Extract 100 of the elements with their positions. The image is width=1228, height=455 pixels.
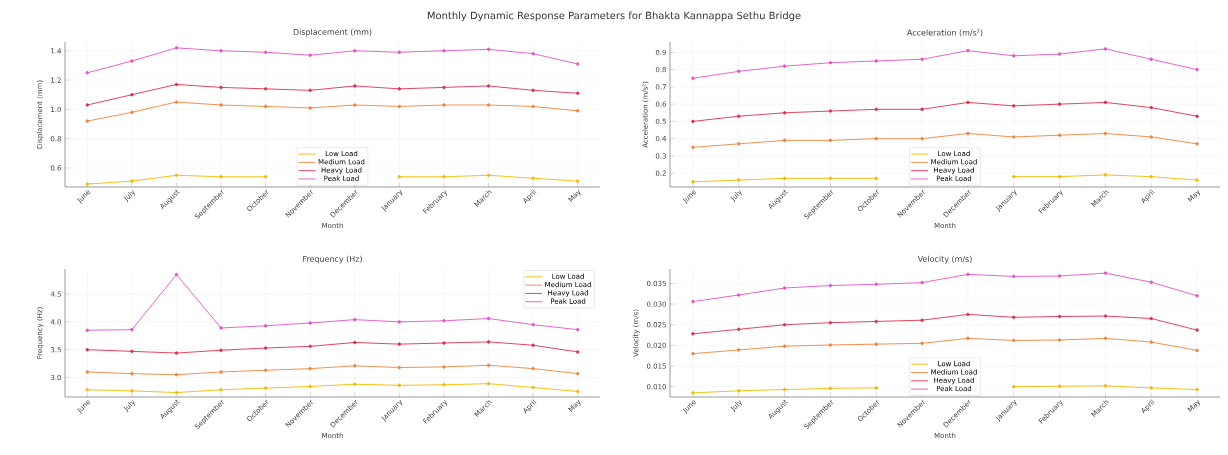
point — [874, 136, 878, 141]
point — [691, 351, 695, 356]
point — [397, 87, 402, 91]
point — [442, 85, 446, 90]
point — [442, 319, 446, 323]
point — [1149, 280, 1154, 284]
point — [85, 388, 90, 392]
point — [85, 347, 90, 352]
point — [531, 51, 535, 56]
point — [486, 47, 491, 52]
point — [1103, 336, 1108, 341]
point — [308, 366, 312, 371]
point — [442, 49, 446, 53]
point — [308, 106, 312, 110]
point — [486, 363, 491, 368]
point — [308, 88, 312, 93]
point — [263, 386, 268, 390]
point — [174, 373, 179, 377]
point — [1195, 294, 1199, 298]
point — [828, 386, 833, 391]
point — [966, 312, 970, 317]
point — [1012, 104, 1016, 108]
point — [1012, 54, 1016, 58]
point — [130, 179, 134, 183]
point — [874, 342, 878, 346]
point — [263, 104, 268, 109]
point — [531, 88, 535, 93]
point — [737, 142, 741, 146]
point — [308, 321, 312, 325]
point — [397, 104, 402, 109]
point — [1012, 384, 1016, 389]
point — [1149, 316, 1154, 321]
point — [1149, 57, 1154, 61]
point — [874, 59, 878, 63]
point — [174, 390, 179, 395]
point — [691, 391, 695, 395]
point — [1103, 384, 1108, 388]
point — [353, 364, 357, 368]
point — [486, 316, 491, 321]
point — [920, 341, 924, 346]
point — [1057, 52, 1062, 56]
point — [575, 109, 580, 113]
point — [1057, 133, 1062, 137]
point — [1103, 47, 1108, 51]
point — [308, 344, 312, 349]
point — [575, 179, 580, 183]
point — [1149, 386, 1154, 390]
point — [782, 323, 787, 327]
point — [1195, 142, 1199, 146]
point — [1057, 384, 1062, 389]
text: Monthly Dynamic Response Parameters for Bhakta Kannappa Sethu Bridge — [427, 11, 801, 22]
point — [130, 349, 134, 354]
point — [966, 272, 970, 277]
point — [1057, 174, 1062, 179]
point — [130, 110, 134, 115]
point — [85, 71, 90, 75]
point — [1057, 338, 1062, 342]
point — [397, 175, 402, 179]
point — [1057, 102, 1062, 106]
point — [1149, 135, 1154, 139]
point — [442, 341, 446, 345]
point — [874, 107, 878, 112]
point — [263, 50, 268, 54]
point — [1103, 100, 1108, 105]
point — [828, 283, 833, 288]
point — [85, 182, 90, 186]
point — [397, 320, 402, 324]
point — [874, 319, 878, 324]
point — [353, 49, 357, 53]
point — [1195, 67, 1199, 72]
point — [966, 131, 970, 136]
point — [1012, 174, 1016, 179]
point — [174, 272, 179, 277]
point — [691, 180, 695, 184]
point — [575, 327, 580, 332]
point — [486, 340, 491, 344]
point — [1195, 348, 1199, 353]
point — [1057, 274, 1062, 278]
point — [174, 351, 179, 355]
point — [575, 91, 580, 96]
point — [397, 365, 402, 370]
point — [353, 103, 357, 107]
point — [219, 370, 223, 374]
point — [219, 388, 223, 392]
point — [691, 332, 695, 336]
point — [85, 103, 90, 107]
point — [263, 346, 268, 350]
point — [782, 176, 787, 181]
point — [353, 317, 357, 322]
point — [531, 343, 535, 347]
point — [1149, 174, 1154, 179]
point — [486, 173, 491, 178]
point — [130, 92, 134, 97]
point — [828, 176, 833, 181]
point — [828, 343, 833, 347]
point — [1103, 131, 1108, 136]
point — [263, 368, 268, 373]
point — [219, 326, 223, 330]
point — [691, 119, 695, 124]
point — [174, 82, 179, 87]
